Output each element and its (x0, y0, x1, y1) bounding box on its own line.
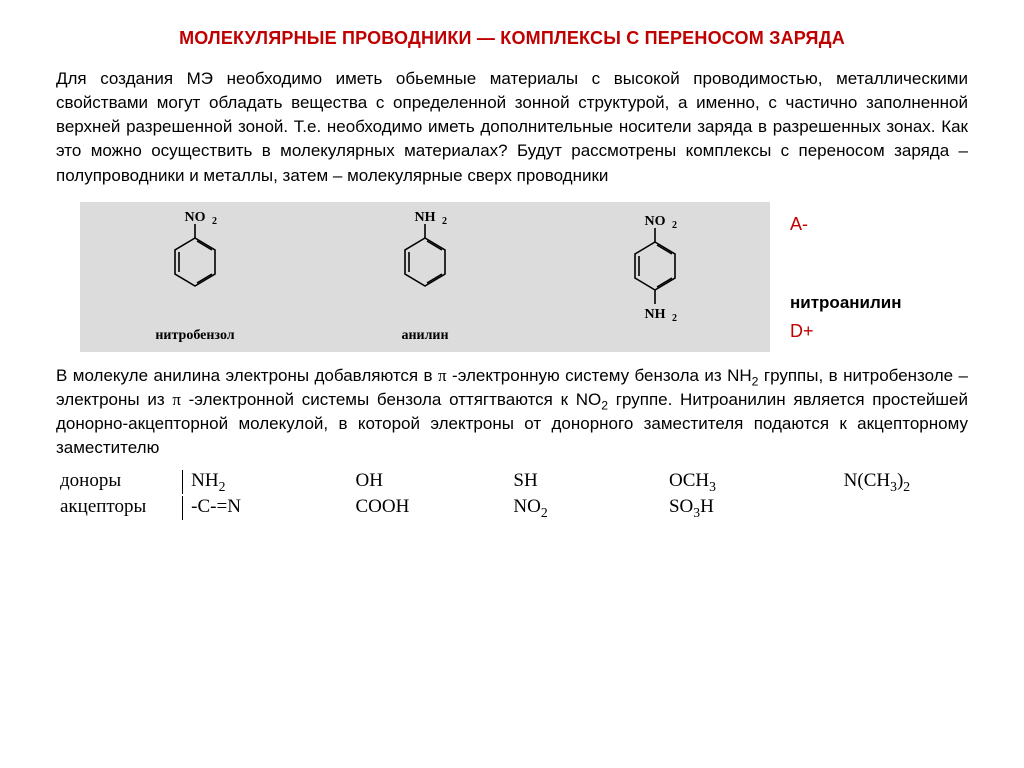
donor-cell-1: OH (356, 470, 512, 494)
molecule-nitroaniline: NO 2 NH 2 (540, 208, 770, 352)
table-row: доноры NH2 OH SH OCH3 N(CH3)2 (60, 470, 966, 494)
p2-seg4: -электронной системы бензола оттягтваютс… (181, 390, 601, 409)
svg-text:NO: NO (645, 214, 666, 229)
acceptor-annotation: A- (790, 214, 902, 235)
svg-text:NO: NO (185, 210, 206, 225)
pi-symbol-1: π (438, 366, 447, 385)
nitrobenzene-structure-icon: NO 2 (135, 208, 255, 326)
svg-text:2: 2 (442, 216, 447, 227)
donor-cell-2: SH (513, 470, 667, 494)
nitroaniline-label: нитроанилин (790, 293, 902, 313)
acceptor-cell-1: COOH (356, 496, 512, 520)
side-annotations: A- нитроанилин D+ (790, 202, 902, 352)
donor-row-label: доноры (60, 470, 180, 494)
donor-cell-0: NH2 (182, 470, 353, 494)
molecule-aniline: NH 2 анилин (310, 208, 540, 352)
aniline-structure-icon: NH 2 (365, 208, 485, 326)
acceptor-row-label: акцепторы (60, 496, 180, 520)
donor-cell-4: N(CH3)2 (844, 470, 966, 494)
table-row: акцепторы -C-=N COOH NO2 SO3H (60, 496, 966, 520)
donor-acceptor-table: доноры NH2 OH SH OCH3 N(CH3)2 акцепторы … (58, 468, 968, 522)
molecule-row-wrap: NO 2 нитробензол NH 2 ани (80, 202, 968, 352)
acceptor-cell-0: -C-=N (182, 496, 353, 520)
acceptor-cell-3: SO3H (669, 496, 842, 520)
p2-seg1: В молекуле анилина электроны добавляются… (56, 366, 438, 385)
svg-text:2: 2 (212, 216, 217, 227)
molecule-row: NO 2 нитробензол NH 2 ани (80, 202, 770, 352)
paragraph-1: Для создания МЭ необходимо иметь обьемны… (56, 67, 968, 188)
acceptor-cell-4 (844, 496, 966, 520)
aniline-label: анилин (401, 328, 448, 344)
svg-text:2: 2 (672, 313, 677, 324)
molecule-nitrobenzene: NO 2 нитробензол (80, 208, 310, 352)
pi-symbol-2: π (172, 390, 181, 409)
svg-text:NH: NH (645, 307, 666, 322)
svg-text:NH: NH (415, 210, 436, 225)
nitroaniline-structure-icon: NO 2 NH 2 (595, 208, 715, 348)
nitrobenzene-label: нитробензол (155, 328, 234, 344)
paragraph-2: В молекуле анилина электроны добавляются… (56, 364, 968, 461)
donor-annotation: D+ (790, 321, 902, 342)
svg-text:2: 2 (672, 220, 677, 231)
donor-cell-3: OCH3 (669, 470, 842, 494)
p2-seg2: -электронную систему бензола из NH (447, 366, 752, 385)
acceptor-cell-2: NO2 (513, 496, 667, 520)
slide-title: МОЛЕКУЛЯРНЫЕ ПРОВОДНИКИ — КОМПЛЕКСЫ С ПЕ… (56, 28, 968, 49)
